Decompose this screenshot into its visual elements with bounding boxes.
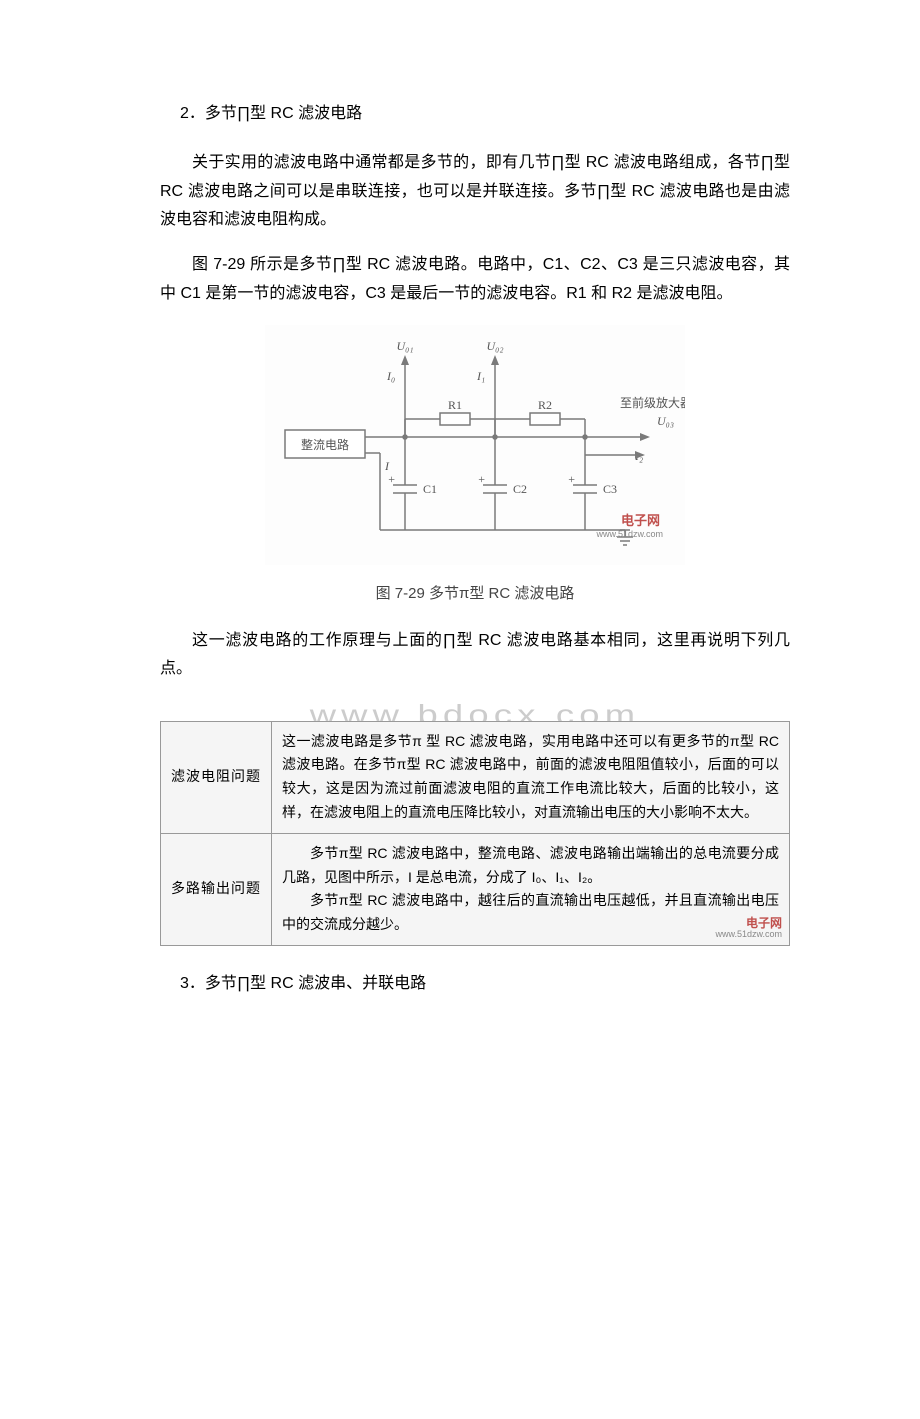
table-row: 滤波电阻问题 这一滤波电路是多节π 型 RC 滤波电路，实用电路中还可以有更多节…	[161, 721, 790, 833]
paragraph-2: 图 7-29 所示是多节∏型 RC 滤波电路。电路中，C1、C2、C3 是三只滤…	[160, 251, 790, 309]
section2-heading: 2．多节∏型 RC 滤波电路	[180, 100, 790, 129]
c3-label: C3	[603, 482, 617, 496]
output-label: 至前级放大器电路	[620, 395, 685, 410]
circuit-diagram: 整流电路 R1 R2 + C1	[265, 325, 685, 565]
c2-label: C2	[513, 482, 527, 496]
uo3-label: U₀₃	[657, 414, 674, 428]
uo1-label: U₀₁	[396, 339, 413, 353]
r1-label: R1	[448, 398, 462, 412]
rectifier-label: 整流电路	[301, 437, 349, 452]
section3-heading: 3．多节∏型 RC 滤波串、并联电路	[180, 970, 790, 999]
info-table: 滤波电阻问题 这一滤波电路是多节π 型 RC 滤波电路，实用电路中还可以有更多节…	[160, 721, 790, 946]
table-row: 多路输出问题 多节π型 RC 滤波电路中，整流电路、滤波电路输出端输出的总电流要…	[161, 833, 790, 945]
svg-text:+: +	[478, 472, 485, 486]
paragraph-3: 这一滤波电路的工作原理与上面的∏型 RC 滤波电路基本相同，这里再说明下列几点。	[160, 627, 790, 685]
row1-label: 滤波电阻问题	[161, 721, 272, 833]
i0-label: I₀	[386, 369, 395, 383]
i1-label: I₁	[476, 369, 485, 383]
row2-content: 多节π型 RC 滤波电路中，整流电路、滤波电路输出端输出的总电流要分成几路，见图…	[272, 833, 790, 945]
c1-label: C1	[423, 482, 437, 496]
svg-text:+: +	[568, 472, 575, 486]
svg-text:电子网: 电子网	[621, 513, 660, 528]
svg-text:+: +	[388, 472, 395, 486]
uo2-label: U₀₂	[486, 339, 503, 353]
figure-caption: 图 7-29 多节π型 RC 滤波电路	[160, 580, 790, 607]
table-logo: 电子网 www.51dzw.com	[715, 917, 782, 940]
row1-content: 这一滤波电路是多节π 型 RC 滤波电路，实用电路中还可以有更多节的π型 RC …	[272, 721, 790, 833]
paragraph-1: 关于实用的滤波电路中通常都是多节的，即有几节∏型 RC 滤波电路组成，各节∏型 …	[160, 149, 790, 235]
r2-label: R2	[538, 398, 552, 412]
svg-text:www.51dzw.com: www.51dzw.com	[595, 529, 663, 539]
row2-label: 多路输出问题	[161, 833, 272, 945]
info-table-wrap: 滤波电阻问题 这一滤波电路是多节π 型 RC 滤波电路，实用电路中还可以有更多节…	[160, 721, 790, 946]
figure-7-29: 整流电路 R1 R2 + C1	[160, 325, 790, 607]
